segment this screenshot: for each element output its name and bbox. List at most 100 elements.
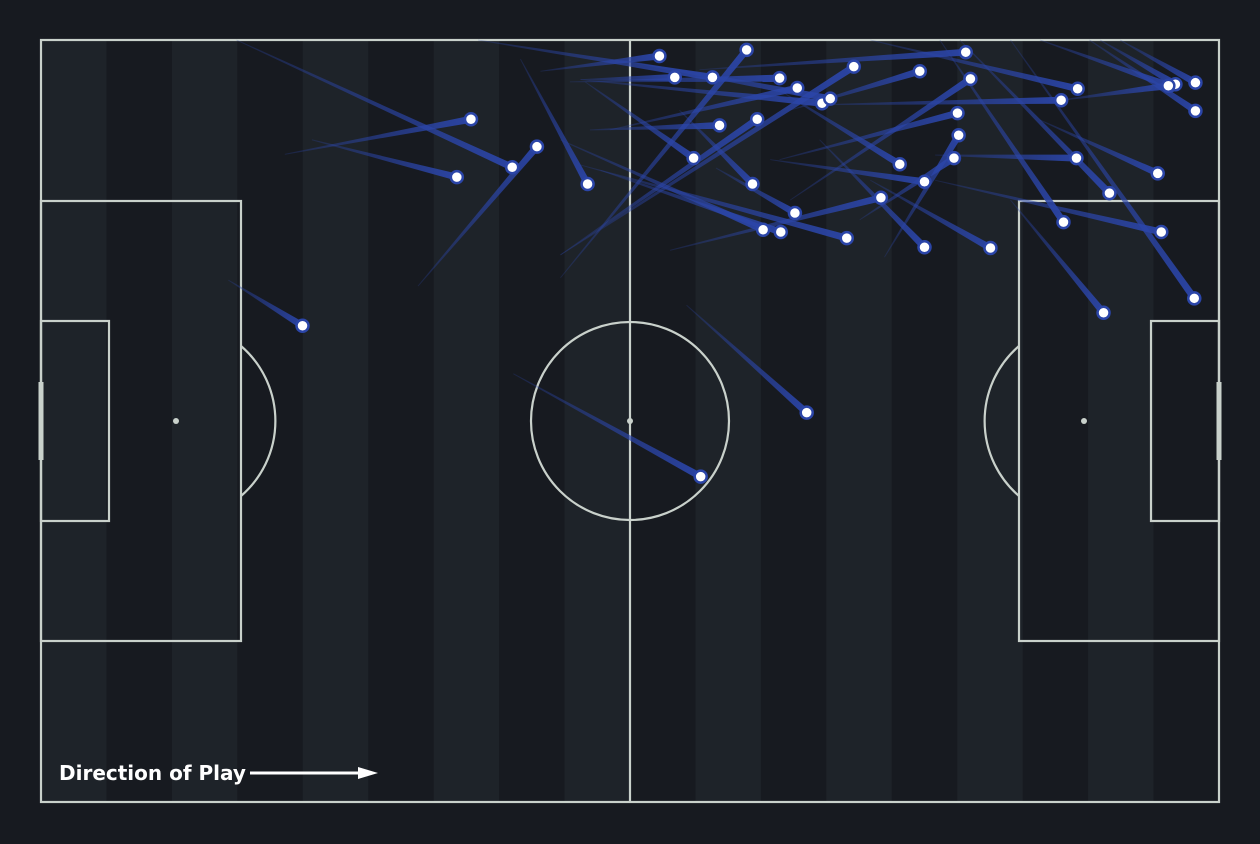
pass-line [770,159,925,186]
pass-end-marker [823,91,838,106]
pass-end-marker [667,70,683,85]
pass-line [585,81,696,161]
pass-line [311,139,458,181]
pass-end-marker [946,150,962,166]
pass-end-marker [295,318,310,333]
pass-end-marker [463,111,479,127]
pass-end-marker [529,139,545,154]
direction-of-play-label: Direction of Play [59,761,246,785]
pass-line [417,144,540,287]
pass-line [540,52,660,72]
pass-line [779,109,959,161]
pass-end-marker [772,70,787,86]
pass-line [1039,119,1160,177]
pass-end-marker [504,160,520,175]
pitch-stripe [957,40,1023,802]
pass-end-marker [1056,214,1071,230]
pass-line [686,304,810,416]
pass-end-marker [790,80,805,96]
pass-end-marker [873,190,889,205]
pass-line [589,121,720,131]
pass-line [520,58,591,186]
pass-line [1119,39,1198,86]
pass-line [935,179,1163,236]
pass-end-marker [712,118,727,133]
pass-line [699,48,966,71]
pass-end-marker [912,63,928,79]
left-penalty-spot [173,418,179,424]
pass-line [935,154,1077,162]
passes-layer [228,39,1198,480]
pass-end-marker [705,70,720,85]
pass-end-marker [745,176,760,192]
pass-end-marker [1096,305,1111,321]
pass-line [228,279,305,329]
pitch-stripe [41,40,107,802]
pass-end-marker [1053,92,1069,108]
pass-end-marker [739,42,754,58]
pass-line [236,39,514,171]
centre-spot [627,418,633,424]
pass-end-marker [951,128,966,143]
pass-line [789,75,973,201]
pass-line [884,133,962,258]
pass-end-marker [449,169,465,185]
pass-end-marker [755,222,771,237]
pass-line [620,59,831,103]
pass-line [1061,82,1169,101]
pass-line [819,139,928,250]
right-penalty-spot [1081,418,1087,424]
pass-line [580,79,823,107]
pass-end-marker [958,44,973,60]
pass-end-marker [1154,224,1169,240]
pitch-stripe [433,40,500,802]
pass-line [870,39,1079,93]
pass-line [870,179,993,252]
pass-end-marker [773,224,789,240]
pass-end-marker [1188,103,1203,119]
pass-end-marker [917,240,932,255]
pass-line [600,169,782,236]
pass-end-marker [652,48,667,64]
right-penalty-arc [983,345,1020,497]
pass-line [1039,39,1171,90]
centre-circle [529,320,731,522]
pass-line [669,194,882,251]
pass-end-marker [580,176,595,192]
pass-end-marker [1069,150,1084,166]
pass-end-marker [1161,78,1176,93]
pass-end-marker [799,405,814,420]
pass-end-marker [839,230,855,246]
pass-line [513,373,703,480]
pass-end-marker [846,59,862,74]
direction-arrow-icon [250,767,378,779]
pass-end-marker [686,150,701,166]
pass-end-marker [963,71,978,87]
pass-end-marker [983,240,998,256]
pass-end-marker [787,205,803,221]
pass-end-marker [1150,166,1165,181]
pass-line [1099,39,1178,88]
pass-end-marker [749,111,765,127]
pass-line [1010,199,1107,316]
pass-end-marker [892,156,908,172]
pitch-stripes [41,40,1154,802]
pass-end-marker [1070,81,1085,97]
pass-end-marker [917,174,932,189]
pass-line [560,63,856,256]
pass-end-marker [950,105,965,121]
pass-line [560,47,750,278]
pass-line [819,96,1062,106]
pitch-markings [38,38,1222,804]
pass-line [477,39,714,81]
pass-line [1089,39,1198,114]
pass-line [715,167,797,217]
pass-line [679,109,756,187]
pass-end-marker [1188,75,1203,90]
pitch-stripe [171,40,238,802]
pass-end-marker [693,469,708,484]
pass-end-markers [295,42,1203,484]
pitch-stripe [302,40,369,802]
pass-line [779,89,902,168]
